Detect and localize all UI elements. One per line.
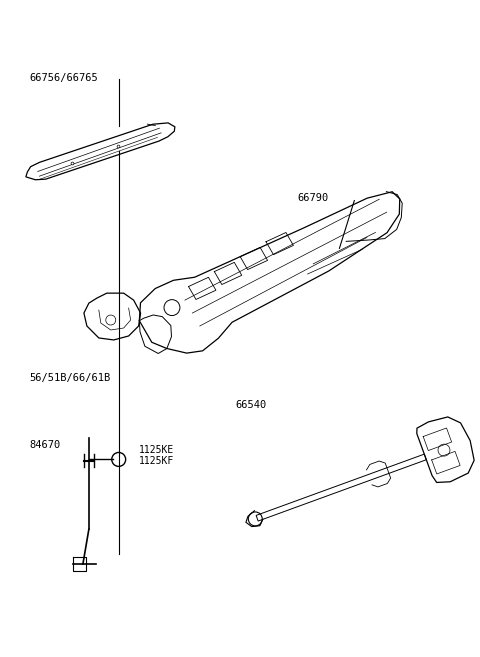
Text: 66790: 66790 xyxy=(298,193,329,202)
Text: 56/51B/66/61B: 56/51B/66/61B xyxy=(29,373,110,383)
Text: 66540: 66540 xyxy=(235,399,266,410)
Text: 84670: 84670 xyxy=(29,440,60,449)
Text: 66756/66765: 66756/66765 xyxy=(29,73,98,83)
Text: 1125KE
1125KF: 1125KE 1125KF xyxy=(139,445,174,466)
